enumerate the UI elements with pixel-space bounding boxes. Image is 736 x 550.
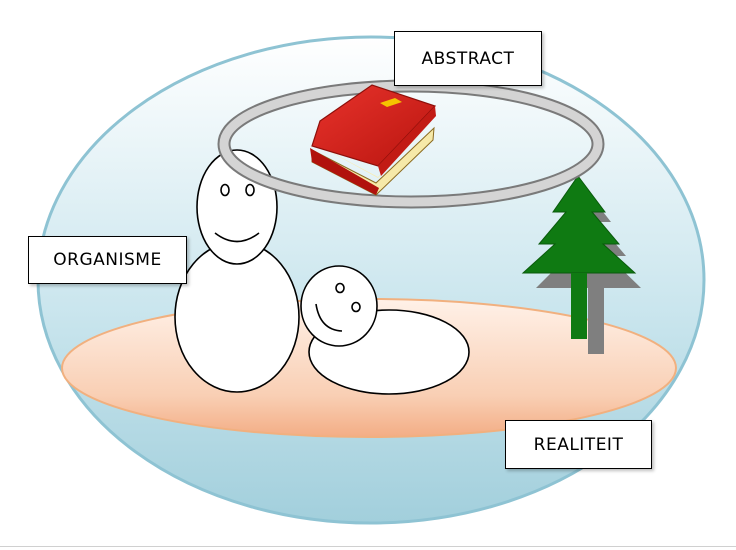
organisme-label: ORGANISME: [28, 236, 187, 284]
lying-figure-head: [300, 265, 378, 347]
lying-figure: [300, 265, 470, 395]
bottom-divider: [0, 546, 736, 547]
book-icon: [310, 84, 437, 196]
tree-icon: [521, 175, 637, 339]
standing-figure: [174, 149, 300, 393]
abstract-label: ABSTRACT: [394, 31, 542, 86]
realiteit-label: REALITEIT: [505, 420, 652, 469]
